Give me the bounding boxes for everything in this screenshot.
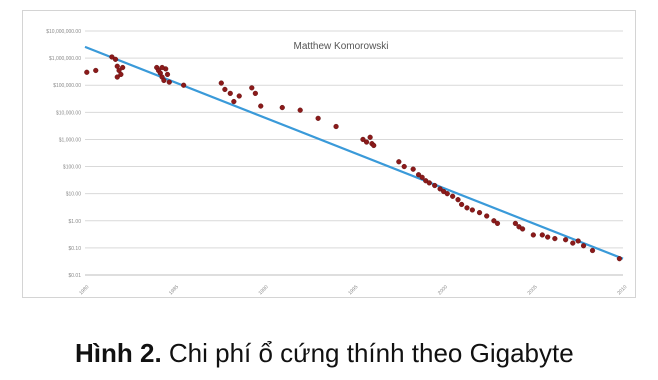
x-tick-label: 2010 — [616, 284, 628, 296]
figure-caption-text: Chi phí ổ cứng thính theo Gigabyte — [161, 338, 574, 368]
data-point — [512, 220, 519, 227]
x-tick-label: 1980 — [78, 284, 90, 296]
y-tick-label: $10.00 — [66, 192, 82, 198]
data-point — [563, 237, 569, 243]
data-point — [333, 123, 339, 130]
y-tick-label: $10,000,000.00 — [46, 29, 81, 35]
data-point — [437, 186, 443, 192]
data-point — [114, 74, 120, 80]
data-point — [616, 256, 623, 262]
data-point — [360, 136, 366, 143]
data-point — [401, 163, 407, 170]
chart-title: Matthew Komorowski — [293, 41, 388, 52]
data-point — [84, 69, 90, 75]
y-tick-label: $10,000.00 — [56, 110, 81, 116]
trend-line — [84, 45, 624, 260]
data-point — [519, 226, 526, 232]
data-point — [109, 54, 115, 60]
data-point — [410, 166, 416, 172]
data-point — [367, 134, 373, 140]
data-point — [459, 201, 465, 208]
data-point — [236, 93, 242, 99]
data-point — [222, 86, 228, 93]
data-point — [112, 56, 119, 62]
data-point — [552, 236, 558, 242]
x-tick-label: 2000 — [437, 284, 449, 296]
data-point — [118, 71, 124, 78]
data-point — [249, 85, 255, 91]
y-tick-label: $1,000,000.00 — [49, 56, 81, 62]
data-point — [432, 182, 438, 189]
data-point — [530, 232, 536, 238]
data-point — [218, 80, 224, 86]
data-point — [539, 232, 545, 238]
y-tick-label: $1,000.00 — [59, 137, 81, 143]
x-tick-label: 2005 — [527, 284, 539, 296]
data-point — [258, 103, 264, 109]
x-tick-label: 1995 — [347, 284, 359, 296]
y-tick-label: $1.00 — [68, 219, 81, 225]
data-point — [166, 79, 172, 85]
data-point — [494, 220, 501, 227]
data-point — [570, 240, 576, 246]
y-tick-label: $100.00 — [63, 165, 81, 171]
x-tick-label: 1990 — [258, 284, 270, 296]
data-point — [450, 193, 456, 199]
y-tick-label: $0.10 — [68, 246, 81, 252]
data-point — [231, 98, 237, 105]
data-point — [484, 213, 490, 219]
data-point — [252, 90, 258, 96]
data-point — [93, 67, 99, 74]
data-point — [580, 243, 587, 249]
data-point — [469, 207, 475, 213]
y-tick-label: $100,000.00 — [53, 83, 81, 89]
data-point — [227, 90, 233, 96]
data-point — [371, 142, 377, 149]
y-tick-label: $0.01 — [68, 273, 81, 279]
data-point — [589, 247, 596, 254]
data-point — [164, 71, 171, 78]
data-point — [297, 107, 303, 113]
data-point — [455, 197, 461, 203]
data-point — [545, 234, 551, 240]
data-point — [415, 172, 422, 178]
data-point — [396, 159, 402, 165]
data-point — [279, 104, 285, 111]
data-point — [426, 180, 432, 186]
chart-frame: $10,000,000.00 $1,000,000.00 $100,000.00 $1… — [22, 10, 636, 298]
data-point — [161, 77, 167, 84]
data-point — [444, 191, 450, 197]
data-point — [476, 210, 483, 216]
scatter-chart: $10,000,000.00 $1,000,000.00 $100,000.00 $1… — [46, 29, 628, 296]
data-point — [464, 205, 470, 211]
data-point — [159, 64, 165, 71]
data-point — [575, 238, 581, 244]
x-tick-label: 1985 — [168, 284, 180, 296]
figure-caption-label: Hình 2. — [75, 338, 162, 368]
data-point — [181, 82, 187, 88]
data-point — [120, 64, 126, 71]
data-point — [419, 174, 425, 180]
figure-caption: Hình 2. Chi phí ổ cứng thính theo Gigaby… — [75, 338, 574, 369]
data-point — [315, 115, 321, 121]
data-point — [491, 218, 497, 224]
data-point — [363, 139, 370, 145]
